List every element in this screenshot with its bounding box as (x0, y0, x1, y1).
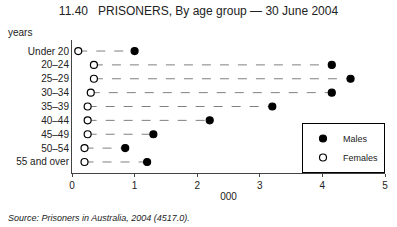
svg-text:35–39: 35–39 (41, 101, 69, 112)
svg-text:years: years (8, 27, 32, 38)
svg-text:25–29: 25–29 (41, 73, 69, 84)
svg-text:20–24: 20–24 (41, 59, 69, 70)
svg-text:Source: Prisoners in Australia: Source: Prisoners in Australia, 2004 (45… (8, 213, 190, 223)
svg-text:1: 1 (132, 180, 138, 191)
svg-text:Females: Females (343, 153, 378, 163)
svg-text:Under 20: Under 20 (28, 46, 70, 57)
svg-text:5: 5 (382, 180, 388, 191)
svg-text:2: 2 (194, 180, 200, 191)
svg-text:3: 3 (257, 180, 263, 191)
svg-text:55 and over: 55 and over (16, 156, 69, 167)
svg-text:50–54: 50–54 (41, 143, 69, 154)
svg-text:000: 000 (220, 191, 237, 202)
svg-text:Males: Males (343, 134, 368, 144)
svg-text:4: 4 (320, 180, 326, 191)
svg-text:30–34: 30–34 (41, 87, 69, 98)
svg-text:45–49: 45–49 (41, 129, 69, 140)
svg-text:11.40 PRISONERS, By age grou: 11.40 PRISONERS, By age group — 30 June … (59, 4, 339, 18)
svg-text:40–44: 40–44 (41, 115, 69, 126)
svg-text:0: 0 (69, 180, 75, 191)
